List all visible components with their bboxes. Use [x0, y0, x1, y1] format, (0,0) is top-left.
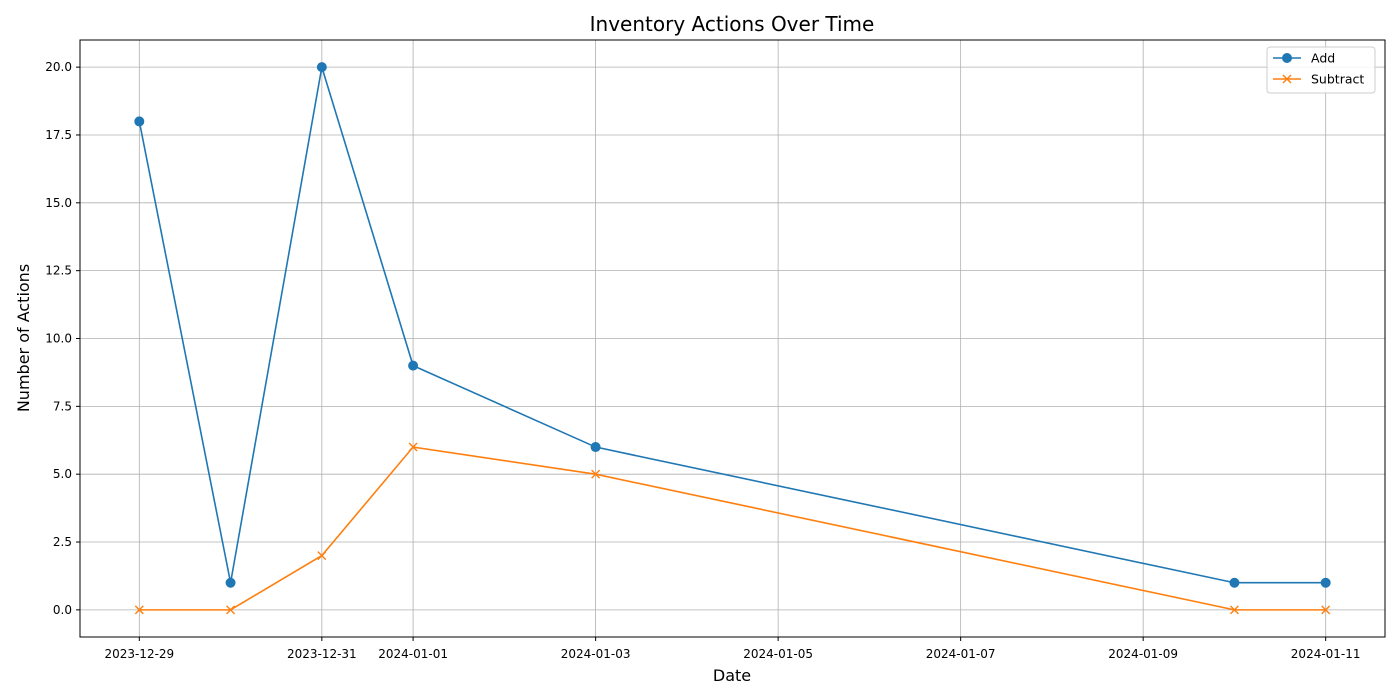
legend: Add Subtract [1266, 46, 1376, 94]
x-tick-label: 2024-01-05 [743, 647, 813, 661]
legend-marker [1282, 74, 1292, 84]
y-tick-label: 15.0 [45, 196, 72, 210]
data-point [1229, 577, 1240, 588]
x-tick-label: 2024-01-01 [378, 647, 448, 661]
data-point [1320, 577, 1331, 588]
data-point [590, 442, 601, 453]
data-point [591, 469, 601, 479]
axes: 2023-12-29 2023-12-31 2024-01-01 2024-01-03… [45, 60, 1360, 661]
series-add [134, 62, 1331, 588]
legend-label: Add [1311, 51, 1335, 66]
data-point [317, 551, 327, 561]
chart-title: Inventory Actions Over Time [590, 12, 875, 36]
y-tick-label: 5.0 [53, 467, 72, 481]
data-point [226, 605, 236, 615]
grid [80, 40, 1385, 637]
data-point [408, 442, 418, 452]
x-tick-label: 2024-01-03 [561, 647, 631, 661]
data-point [225, 577, 236, 588]
data-point [134, 605, 144, 615]
y-tick-label: 17.5 [45, 128, 72, 142]
x-tick-label: 2023-12-31 [287, 647, 357, 661]
x-tick-label: 2024-01-09 [1108, 647, 1178, 661]
y-tick-label: 20.0 [45, 60, 72, 74]
legend-entry-subtract: Subtract [1273, 72, 1364, 87]
y-tick-label: 0.0 [53, 603, 72, 617]
legend-entry-add: Add [1273, 51, 1335, 66]
x-axis-title: Date [713, 666, 751, 685]
data-point [316, 62, 327, 73]
series-subtract [134, 442, 1331, 615]
data-point [134, 116, 145, 127]
data-point [408, 360, 419, 371]
data-point [1321, 605, 1331, 615]
y-tick-label: 2.5 [53, 535, 72, 549]
series [134, 62, 1331, 615]
y-tick-label: 10.0 [45, 332, 72, 346]
legend-label: Subtract [1311, 72, 1364, 87]
legend-marker [1282, 53, 1292, 63]
y-tick-label: 7.5 [53, 399, 72, 413]
x-tick-label: 2023-12-29 [104, 647, 174, 661]
x-tick-label: 2024-01-11 [1291, 647, 1361, 661]
data-point [1229, 605, 1239, 615]
y-tick-label: 12.5 [45, 264, 72, 278]
y-axis-title: Number of Actions [14, 264, 33, 412]
x-tick-label: 2024-01-07 [926, 647, 996, 661]
